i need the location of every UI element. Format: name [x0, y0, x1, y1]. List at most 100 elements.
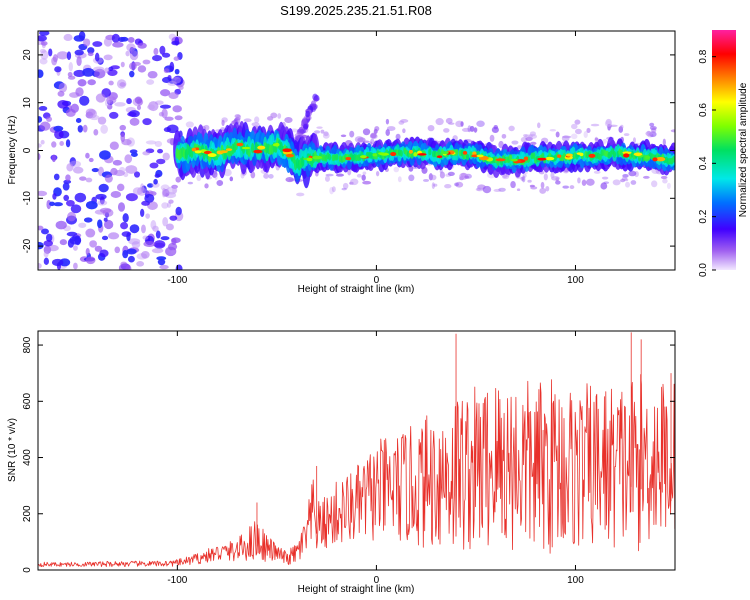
haze-speckle	[612, 179, 621, 186]
snr-frame	[37, 330, 676, 571]
streak-speckle	[303, 123, 309, 131]
figure-title: S199.2025.235.21.51.R08	[280, 3, 432, 18]
noise-speckle	[171, 76, 182, 84]
haze-speckle	[585, 178, 595, 186]
haze-speckle	[602, 138, 607, 144]
noise-speckle	[109, 141, 119, 151]
noise-speckle	[87, 79, 96, 86]
tone-track-mark	[250, 142, 255, 154]
noise-speckle	[101, 235, 109, 241]
noise-speckle	[169, 61, 175, 72]
tone-hotspot	[588, 153, 596, 158]
haze-speckle	[571, 123, 578, 130]
noise-speckle	[53, 125, 64, 132]
x-tick-label: 0	[374, 275, 380, 286]
noise-speckle	[171, 184, 178, 189]
noise-speckle	[171, 238, 177, 245]
noise-speckle	[106, 96, 117, 104]
noise-speckle	[161, 76, 172, 83]
haze-speckle	[221, 117, 228, 123]
snr-panel: -100 0 100 0 200 400 600 800 Height of straigh…	[7, 330, 676, 595]
haze-speckle	[430, 174, 437, 181]
tone-hotspot	[345, 156, 352, 161]
haze-speckle	[329, 186, 334, 195]
tone-hotspot	[273, 143, 278, 147]
haze-speckle	[395, 133, 401, 140]
tone-track-mark	[428, 148, 432, 156]
tone-track-mark	[328, 153, 332, 161]
haze-speckle	[400, 119, 409, 123]
noise-speckle	[149, 162, 159, 169]
snr-x-ticks: -100 0 100	[167, 331, 584, 586]
streak-speckle	[313, 96, 320, 102]
noise-speckle	[114, 102, 126, 107]
noise-speckle	[38, 263, 42, 269]
tone-hotspot	[472, 151, 477, 156]
x-tick-label: -100	[167, 575, 187, 586]
noise-speckle	[53, 202, 63, 207]
noise-speckle	[116, 183, 125, 192]
noise-speckle	[66, 199, 75, 207]
tone-track-mark	[465, 153, 470, 161]
haze-speckle	[551, 176, 560, 181]
noise-speckle	[58, 82, 68, 93]
noise-speckle	[73, 69, 86, 78]
haze-speckle	[590, 123, 600, 127]
y-tick-label: 200	[22, 505, 33, 522]
x-tick-label: 100	[567, 275, 584, 286]
noise-speckle	[175, 264, 183, 270]
noise-speckle	[43, 250, 49, 258]
noise-speckle	[161, 187, 166, 198]
noise-speckle	[154, 173, 161, 178]
noise-speckle	[113, 169, 125, 177]
haze-speckle	[549, 129, 557, 132]
haze-speckle	[433, 183, 438, 187]
haze-speckle	[623, 133, 630, 137]
y-tick-label: 0	[22, 147, 33, 153]
noise-speckle	[38, 116, 43, 123]
haze-speckle	[268, 174, 274, 179]
haze-speckle	[511, 140, 519, 145]
haze-speckle	[277, 113, 282, 119]
haze-speckle	[216, 180, 224, 187]
noise-speckle	[87, 47, 95, 54]
haze-speckle	[520, 136, 528, 143]
tone-hotspot	[191, 147, 197, 152]
tone-hotspot	[203, 150, 212, 155]
noise-speckle	[99, 249, 109, 258]
haze-speckle	[254, 116, 260, 124]
noise-speckle	[129, 117, 140, 126]
haze-speckle	[545, 185, 550, 192]
haze-speckle	[408, 165, 414, 172]
noise-speckle	[147, 183, 154, 188]
streak-speckle	[305, 110, 311, 118]
noise-speckle	[74, 192, 87, 203]
streak-speckle	[301, 117, 308, 125]
noise-speckle	[59, 141, 64, 146]
haze-speckle	[528, 134, 538, 140]
noise-speckle	[161, 108, 168, 119]
haze-speckle	[386, 126, 396, 132]
noise-speckle	[120, 61, 125, 68]
noise-speckle	[173, 56, 180, 61]
haze-speckle	[620, 124, 624, 130]
noise-speckle	[45, 116, 53, 122]
noise-speckle	[78, 31, 86, 41]
noise-speckle	[38, 143, 42, 148]
noise-speckle	[146, 79, 155, 85]
noise-speckle	[152, 54, 163, 62]
tone-track-mark	[612, 151, 617, 158]
noise-speckle	[141, 250, 150, 259]
snr-plot-area	[38, 332, 675, 567]
haze-speckle	[370, 132, 377, 139]
noise-speckle	[97, 200, 108, 206]
haze-speckle	[335, 173, 344, 177]
tone-hotspot	[378, 152, 385, 155]
noise-speckle	[134, 171, 141, 178]
noise-speckle	[118, 166, 126, 174]
haze-speckle	[408, 174, 415, 182]
noise-speckle	[38, 225, 44, 231]
haze-speckle	[510, 180, 516, 189]
haze-speckle	[427, 124, 435, 132]
haze-speckle	[649, 125, 657, 131]
